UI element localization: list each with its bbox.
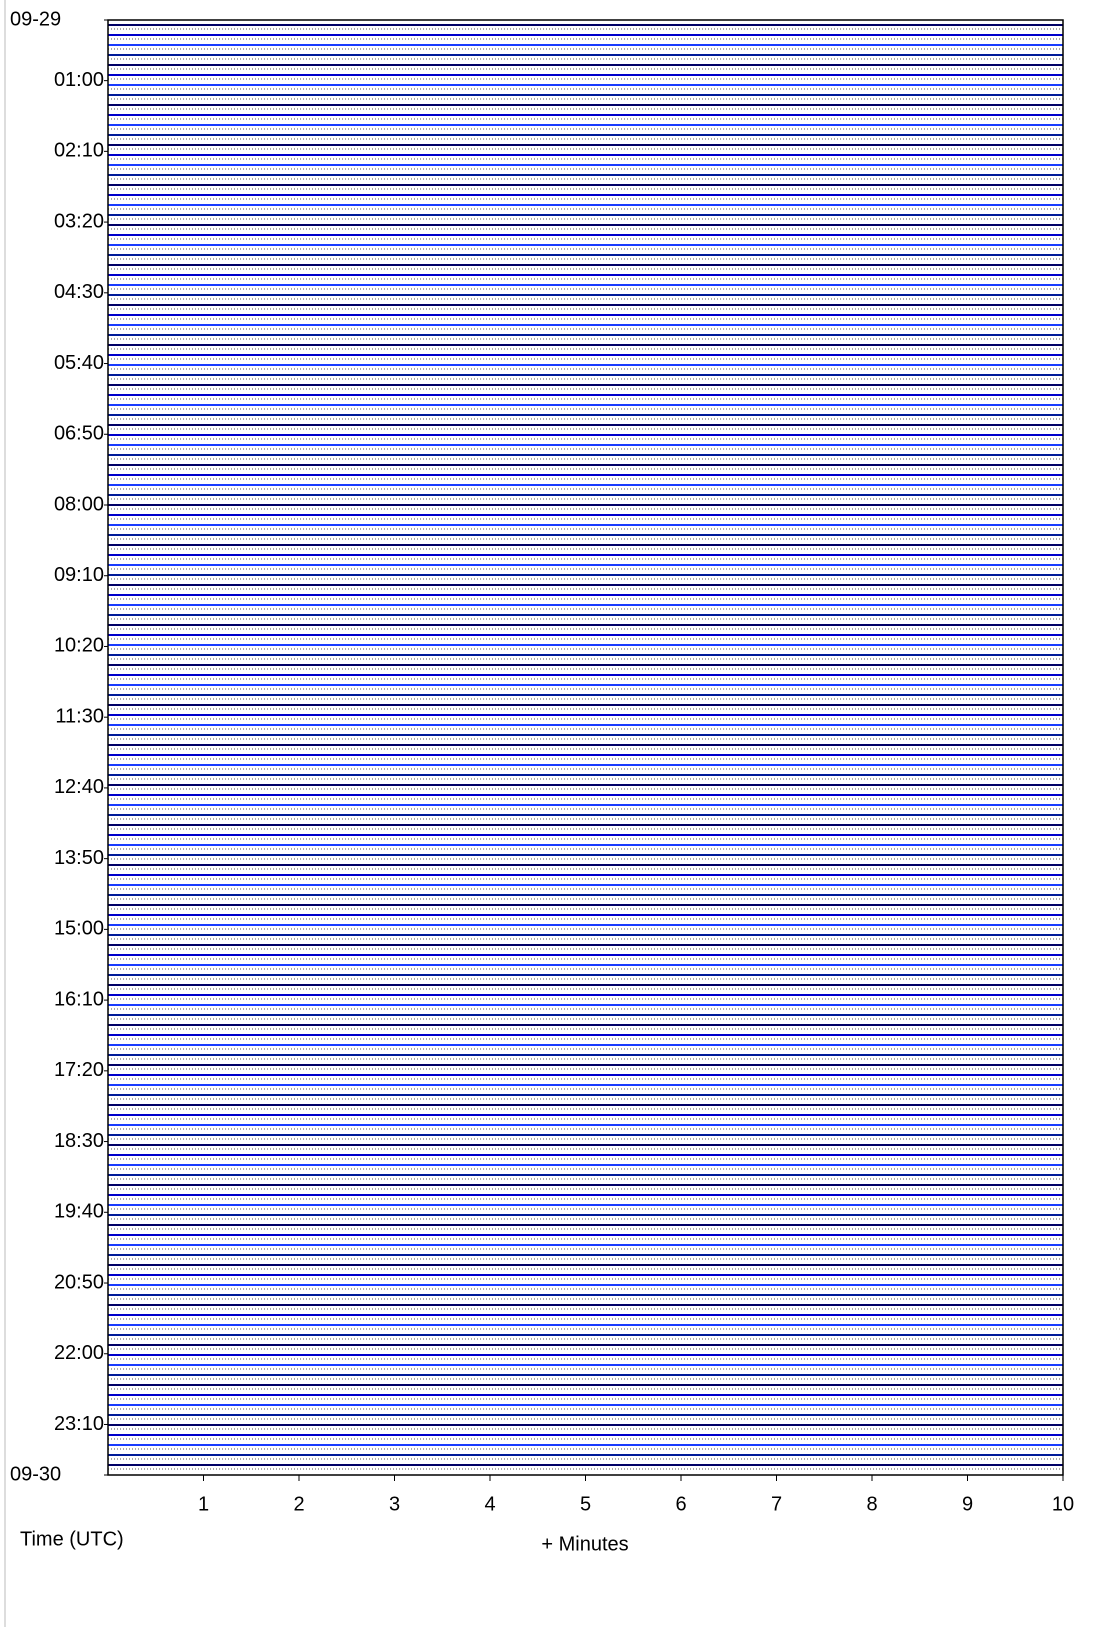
y-tick-label: 16:10 — [54, 988, 104, 1010]
x-tick-label: 8 — [866, 1493, 877, 1515]
y-tick-label: 20:50 — [54, 1271, 104, 1293]
x-tick-label: 3 — [389, 1493, 400, 1515]
x-tick-label: 9 — [962, 1493, 973, 1515]
y-tick-label: 17:20 — [54, 1059, 104, 1081]
y-tick-label: 23:10 — [54, 1413, 104, 1435]
plot-frame — [107, 19, 1064, 1476]
y-tick-label: 13:50 — [54, 847, 104, 869]
x-tick-label: 1 — [198, 1493, 209, 1515]
x-tick-label: 4 — [484, 1493, 495, 1515]
y-tick-label: 10:20 — [54, 635, 104, 657]
y-axis-label: Time (UTC) — [20, 1528, 124, 1550]
x-tick-label: 10 — [1052, 1493, 1074, 1515]
y-tick-label: 01:00 — [54, 69, 104, 91]
x-tick-label: 7 — [771, 1493, 782, 1515]
y-tick-label: 06:50 — [54, 423, 104, 445]
y-tick-label: 09-29 — [10, 8, 61, 30]
y-tick-label: 11:30 — [55, 705, 104, 727]
x-tick-label: 2 — [293, 1493, 304, 1515]
y-tick-label: 09-30 — [10, 1463, 61, 1485]
y-tick-label: 03:20 — [54, 210, 104, 232]
x-tick-label: 6 — [675, 1493, 686, 1515]
y-tick-label: 02:10 — [54, 140, 104, 162]
y-tick-label: 18:30 — [54, 1130, 104, 1152]
y-tick-label: 09:10 — [54, 564, 104, 586]
y-tick-label: 05:40 — [54, 352, 104, 374]
y-tick-label: 12:40 — [54, 776, 104, 798]
y-tick-label: 19:40 — [54, 1201, 104, 1223]
y-tick-label: 22:00 — [54, 1342, 104, 1364]
x-axis-label: + Minutes — [541, 1533, 628, 1555]
y-tick-label: 15:00 — [54, 918, 104, 940]
y-tick-label: 04:30 — [54, 281, 104, 303]
y-tick-label: 08:00 — [54, 493, 104, 515]
x-tick-label: 5 — [580, 1493, 591, 1515]
